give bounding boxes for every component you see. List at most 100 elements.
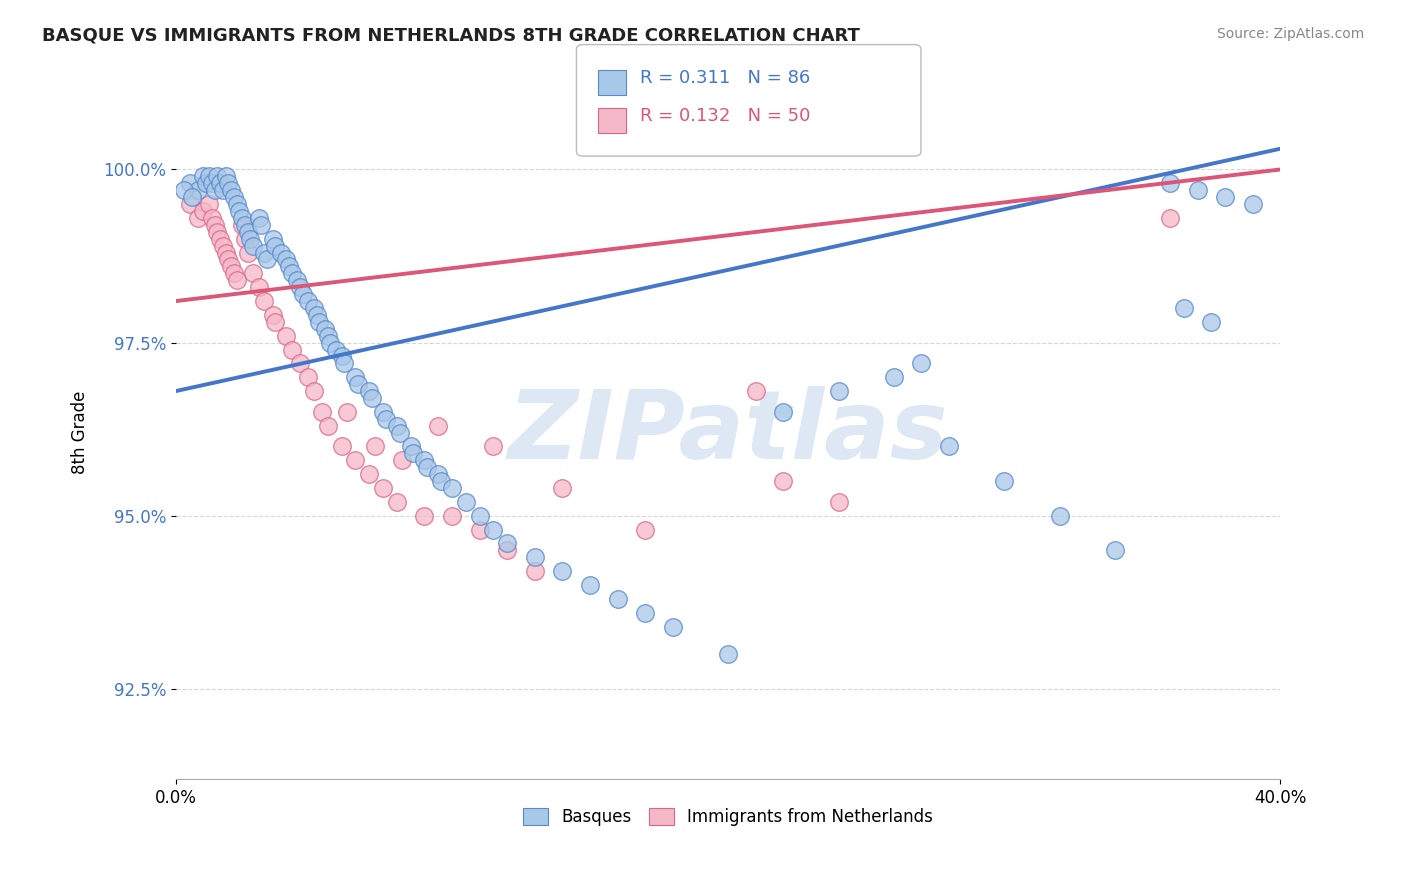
Point	[222, 266, 245, 280]
Text: R = 0.132   N = 50: R = 0.132 N = 50	[640, 107, 810, 125]
Point	[385, 495, 408, 509]
Point	[225, 273, 247, 287]
Point	[278, 260, 301, 274]
Point	[388, 425, 411, 440]
Point	[270, 245, 292, 260]
Point	[281, 266, 304, 280]
Point	[399, 440, 422, 454]
Point	[247, 280, 270, 294]
Point	[217, 252, 239, 267]
Point	[1187, 183, 1209, 197]
Point	[772, 474, 794, 488]
Point	[413, 453, 436, 467]
Point	[347, 377, 370, 392]
Point	[204, 218, 226, 232]
Text: ZIPatlas: ZIPatlas	[508, 386, 949, 479]
Point	[359, 384, 381, 398]
Point	[256, 252, 278, 267]
Point	[231, 211, 253, 225]
Point	[333, 356, 356, 370]
Point	[523, 550, 546, 565]
Point	[236, 245, 259, 260]
Point	[222, 190, 245, 204]
Point	[297, 370, 319, 384]
Point	[211, 183, 233, 197]
Point	[285, 273, 308, 287]
Point	[1159, 177, 1181, 191]
Point	[496, 543, 519, 558]
Point	[214, 245, 236, 260]
Point	[993, 474, 1015, 488]
Point	[276, 328, 298, 343]
Point	[253, 294, 276, 309]
Point	[302, 384, 325, 398]
Point	[302, 301, 325, 315]
Point	[496, 536, 519, 550]
Point	[325, 343, 347, 357]
Point	[253, 245, 276, 260]
Point	[454, 495, 477, 509]
Point	[262, 232, 284, 246]
Point	[440, 508, 463, 523]
Point	[291, 287, 314, 301]
Point	[250, 218, 273, 232]
Point	[305, 308, 328, 322]
Point	[207, 169, 229, 184]
Point	[551, 481, 574, 495]
Point	[579, 578, 602, 592]
Point	[297, 294, 319, 309]
Point	[201, 211, 224, 225]
Point	[219, 183, 242, 197]
Point	[195, 177, 218, 191]
Point	[308, 315, 330, 329]
Point	[371, 405, 394, 419]
Point	[1213, 190, 1236, 204]
Point	[179, 177, 201, 191]
Point	[391, 453, 413, 467]
Point	[1104, 543, 1126, 558]
Point	[173, 183, 195, 197]
Point	[336, 405, 359, 419]
Point	[606, 591, 628, 606]
Point	[219, 260, 242, 274]
Point	[468, 508, 491, 523]
Point	[242, 266, 264, 280]
Point	[225, 197, 247, 211]
Point	[440, 481, 463, 495]
Point	[236, 225, 259, 239]
Point	[523, 564, 546, 578]
Point	[239, 232, 262, 246]
Point	[181, 190, 204, 204]
Point	[745, 384, 768, 398]
Point	[228, 204, 250, 219]
Point	[276, 252, 298, 267]
Point	[204, 183, 226, 197]
Point	[772, 405, 794, 419]
Point	[1241, 197, 1264, 211]
Point	[344, 370, 367, 384]
Point	[482, 440, 505, 454]
Point	[363, 440, 385, 454]
Point	[264, 315, 287, 329]
Point	[193, 169, 215, 184]
Point	[211, 238, 233, 252]
Point	[361, 391, 384, 405]
Point	[402, 446, 425, 460]
Point	[413, 508, 436, 523]
Point	[217, 177, 239, 191]
Point	[311, 405, 333, 419]
Point	[316, 418, 339, 433]
Point	[374, 411, 396, 425]
Point	[883, 370, 905, 384]
Text: BASQUE VS IMMIGRANTS FROM NETHERLANDS 8TH GRADE CORRELATION CHART: BASQUE VS IMMIGRANTS FROM NETHERLANDS 8T…	[42, 27, 860, 45]
Point	[1049, 508, 1071, 523]
Point	[827, 495, 849, 509]
Point	[179, 197, 201, 211]
Point	[1201, 315, 1223, 329]
Point	[430, 474, 453, 488]
Point	[208, 232, 231, 246]
Point	[1173, 301, 1195, 315]
Point	[662, 619, 685, 633]
Point	[344, 453, 367, 467]
Point	[359, 467, 381, 482]
